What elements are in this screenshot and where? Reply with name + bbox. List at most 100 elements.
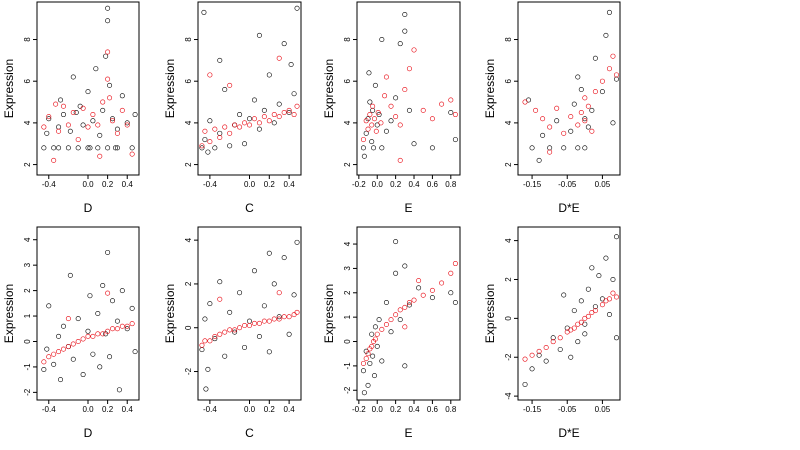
data-point [294,5,300,11]
data-point [114,126,120,132]
data-point [67,272,73,278]
data-point [261,318,267,324]
data-point [85,333,91,339]
data-point [266,318,272,324]
y-tick-label: 2 [23,288,32,293]
y-tick-label: -2 [343,386,352,394]
data-point [610,276,616,282]
data-point [402,363,408,369]
y-tick-label: 4 [23,237,32,242]
data-point [232,329,238,335]
data-point [251,97,257,103]
data-point [256,120,262,126]
x-tick-label: 0.2 [390,180,402,189]
data-point [429,295,435,301]
data-point [571,308,577,314]
x-tick-label: 0.4 [122,180,134,189]
data-point [199,347,205,353]
data-point [41,366,47,372]
data-point [227,309,233,315]
data-point [429,145,435,151]
data-point [360,368,366,374]
data-point [578,298,584,304]
data-point [420,292,426,298]
data-point [383,128,389,134]
data-point [247,122,253,128]
data-point [129,305,135,311]
data-point [291,112,297,118]
data-point [212,336,218,342]
x-tick-label: 0.4 [284,180,296,189]
data-point [372,82,378,88]
data-point [281,314,287,320]
data-point [124,323,130,329]
data-point [406,300,412,306]
data-point [80,105,86,111]
data-point [370,107,376,113]
y-tick-label: 4 [343,120,352,125]
data-point [256,320,262,326]
data-point [80,372,86,378]
x-tick-label: -0.2 [352,180,366,189]
data-point [247,323,253,329]
chart-panel-top-3: -0.2 0.0 0.2 0.4 0.6 0.8 2 4 6 8 E Expression [322,1,461,215]
data-point [105,145,111,151]
data-point [217,134,223,140]
data-point [585,103,591,109]
data-point [60,103,66,109]
data-point [266,72,272,78]
series-red [41,49,135,163]
y-tick-label: 0 [343,339,352,344]
y-axis-label: Expression [483,284,497,343]
data-point [132,112,138,118]
data-point [402,87,408,93]
x-tick-label: 0.2 [390,405,402,414]
data-point [578,319,584,325]
y-tick-label: 2 [184,281,193,286]
x-axis-label: D*E [558,426,579,440]
x-tick-label: -0.05 [558,405,577,414]
data-point [592,308,598,314]
data-point [105,76,111,82]
data-point [271,281,277,287]
data-point [276,101,282,107]
data-point [207,139,213,145]
series-black [360,12,458,159]
data-point [613,335,619,341]
data-point [529,352,535,358]
data-point [291,91,297,97]
data-point [376,317,382,323]
data-point [41,359,47,365]
series-red [522,53,619,155]
data-point [286,314,292,320]
y-axis-label: Expression [322,59,336,118]
data-point [411,141,417,147]
data-point [406,302,412,308]
y-tick-label: 2 [23,162,32,167]
x-tick-label: -0.15 [523,180,542,189]
data-point [589,107,595,113]
data-point [379,37,385,43]
data-point [67,128,73,134]
y-tick-label: 6 [504,78,513,83]
data-point [51,351,57,357]
data-point [105,290,111,296]
data-point [85,124,91,130]
data-point [568,354,574,360]
data-point [203,386,209,392]
plot-frame [36,226,140,401]
data-point [536,348,542,354]
data-point [369,343,375,349]
data-point [70,356,76,362]
data-point [281,41,287,47]
data-point [529,366,535,372]
data-point [65,316,71,322]
series-black [199,5,300,155]
data-point [582,95,588,101]
x-tick-label: 0.0 [244,180,256,189]
data-point [237,112,243,118]
x-tick-label: -0.4 [42,180,56,189]
data-point [599,302,605,308]
data-point [227,130,233,136]
data-point [56,145,62,151]
